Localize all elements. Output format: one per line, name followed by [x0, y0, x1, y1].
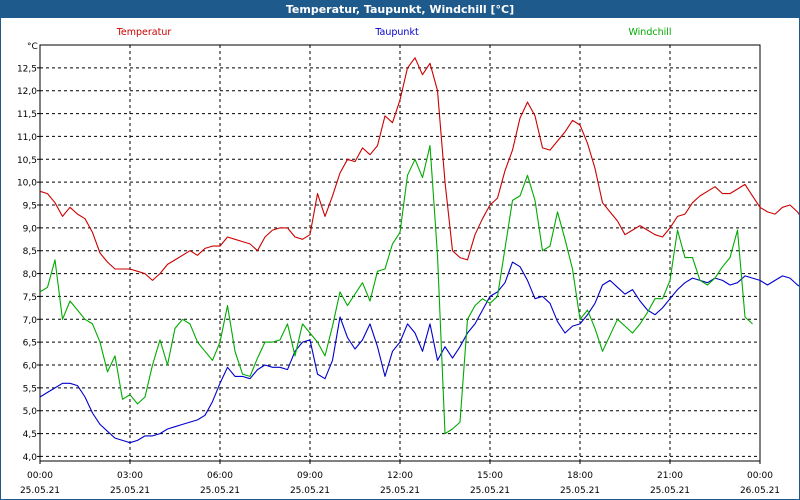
series-line-temperatur — [39, 57, 799, 281]
x-tick-date-label: 25.05.21 — [290, 486, 330, 496]
legend: Temperatur Taupunkt Windchill — [116, 27, 672, 38]
legend-temperatur: Temperatur — [116, 27, 172, 38]
x-axis: 00:00 25.05.21 03:00 25.05.21 06:00 25.05.21 0… — [20, 461, 780, 496]
x-tick-time-label: 18:00 — [567, 471, 593, 481]
x-tick-time-label: 15:00 — [477, 471, 503, 481]
y-tick-label: 6,0 — [23, 362, 38, 372]
y-tick-label: 8,0 — [23, 270, 38, 280]
y-tick-label: 4,5 — [23, 430, 37, 440]
y-tick-label: 9,0 — [23, 224, 38, 234]
series-line-taupunkt — [39, 261, 799, 444]
x-tick-time-label: 09:00 — [297, 471, 323, 481]
y-axis: 4,0 4,5 5,0 5,5 6,0 6,5 7,0 7,5 8,0 8,5 9,0 9,5 10,0… — [17, 42, 40, 463]
x-tick-time-label: 00:00 — [27, 471, 53, 481]
x-tick-date-label: 25.05.21 — [380, 486, 420, 496]
x-tick-date-label: 25.05.21 — [200, 486, 240, 496]
y-tick-label: 6,5 — [23, 339, 37, 349]
y-tick-label: 5,0 — [23, 407, 38, 417]
series-line-windchill — [39, 145, 753, 435]
y-tick-label: 7,0 — [23, 316, 38, 326]
y-tick-label: 11,5 — [17, 110, 37, 120]
y-tick-label: 7,5 — [23, 293, 37, 303]
x-tick-time-label: 06:00 — [207, 471, 233, 481]
y-tick-label: 12,5 — [17, 64, 37, 74]
x-tick-date-label: 26.05.21 — [740, 486, 780, 496]
y-tick-label: 12,0 — [17, 87, 37, 97]
chart-title: Temperatur, Taupunkt, Windchill [°C] — [1, 1, 799, 18]
y-tick-label: 8,5 — [23, 247, 37, 257]
y-axis-unit: °C — [27, 42, 38, 52]
x-tick-time-label: 12:00 — [387, 471, 413, 481]
x-tick-date-label: 25.05.21 — [650, 486, 690, 496]
x-tick-time-label: 00:00 — [747, 471, 773, 481]
y-tick-label: 9,5 — [23, 202, 37, 212]
y-tick-label: 11,0 — [17, 133, 37, 143]
x-tick-date-label: 25.05.21 — [110, 486, 150, 496]
y-tick-label: 10,0 — [17, 179, 37, 189]
x-tick-date-label: 25.05.21 — [20, 486, 60, 496]
x-tick-time-label: 21:00 — [657, 471, 683, 481]
x-tick-date-label: 25.05.21 — [470, 486, 510, 496]
legend-windchill: Windchill — [628, 27, 671, 38]
x-tick-time-label: 03:00 — [117, 471, 143, 481]
y-tick-label: 4,0 — [23, 453, 38, 463]
x-tick-date-label: 25.05.21 — [560, 486, 600, 496]
y-tick-label: 10,5 — [17, 156, 37, 166]
legend-taupunkt: Taupunkt — [374, 27, 419, 38]
grid — [39, 45, 761, 461]
series-lines — [39, 57, 799, 444]
y-tick-label: 5,5 — [23, 384, 37, 394]
